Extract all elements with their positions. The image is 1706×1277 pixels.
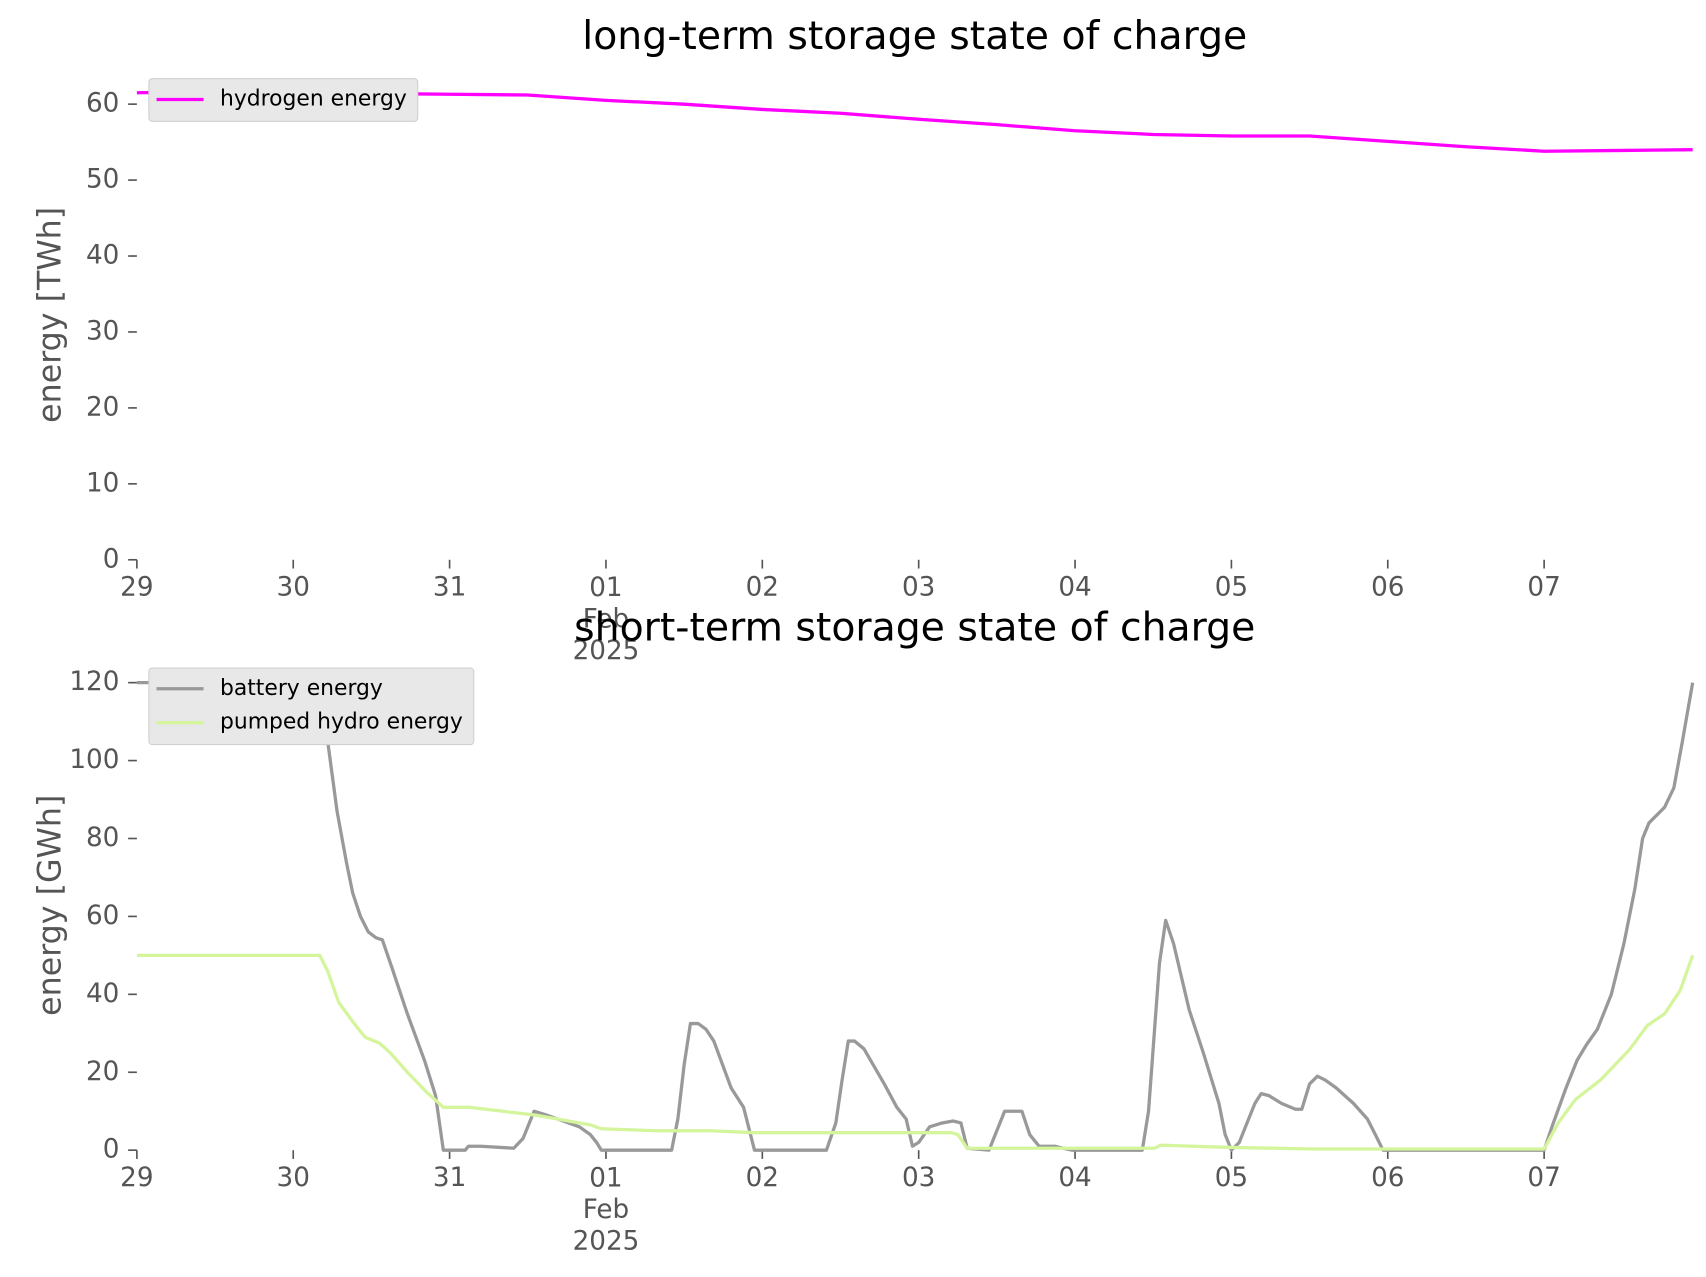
data-line [136,681,1695,1152]
x-tick-label: 05 [1215,1163,1248,1193]
y-tick-label: 40 [86,979,119,1009]
x-tick-label: 01 Feb 2025 [573,573,640,666]
y-tick-label: 10 [86,468,119,498]
data-line [136,953,1695,1151]
legend-label: hydrogen energy [220,86,407,111]
x-tick-label: 06 [1371,573,1404,603]
y-tick-label: 50 [86,165,119,195]
legend-label: pumped hydro energy [220,710,463,735]
y-tick-label: 120 [69,667,119,697]
y-tick-label: 100 [69,745,119,775]
y-tick-label: 60 [86,89,119,119]
y-tick-label: 20 [86,392,119,422]
y-tick-label: 20 [86,1057,119,1087]
y-axis-label: energy [GWh] [33,795,69,1016]
y-axis-label: energy [TWh] [33,207,69,423]
legend-box [148,78,419,122]
x-tick-label: 29 [120,1163,153,1193]
chart-title: short-term storage state of charge [574,604,1255,650]
x-tick-label: 06 [1371,1163,1404,1193]
x-tick-label: 30 [277,1163,310,1193]
x-tick-label: 31 [433,1163,466,1193]
x-tick-label: 07 [1527,1163,1560,1193]
x-tick-label: 04 [1058,573,1091,603]
legend-label: battery energy [220,676,383,701]
x-tick-label: 02 [746,1163,779,1193]
y-tick-label: 30 [86,316,119,346]
y-tick-label: 60 [86,901,119,931]
x-tick-label: 29 [120,573,153,603]
legend-box [148,667,475,746]
y-tick-label: 0 [103,1135,120,1165]
x-tick-label: 03 [902,1163,935,1193]
x-tick-label: 04 [1058,1163,1091,1193]
x-tick-label: 30 [277,573,310,603]
chart-title: long-term storage state of charge [582,13,1247,59]
x-tick-label: 07 [1527,573,1560,603]
x-tick-label: 02 [746,573,779,603]
x-tick-label: 01 Feb 2025 [573,1163,640,1256]
y-tick-label: 0 [103,544,120,574]
y-tick-label: 40 [86,241,119,271]
y-tick-label: 80 [86,823,119,853]
x-tick-label: 03 [902,573,935,603]
x-tick-label: 05 [1215,573,1248,603]
x-tick-label: 31 [433,573,466,603]
